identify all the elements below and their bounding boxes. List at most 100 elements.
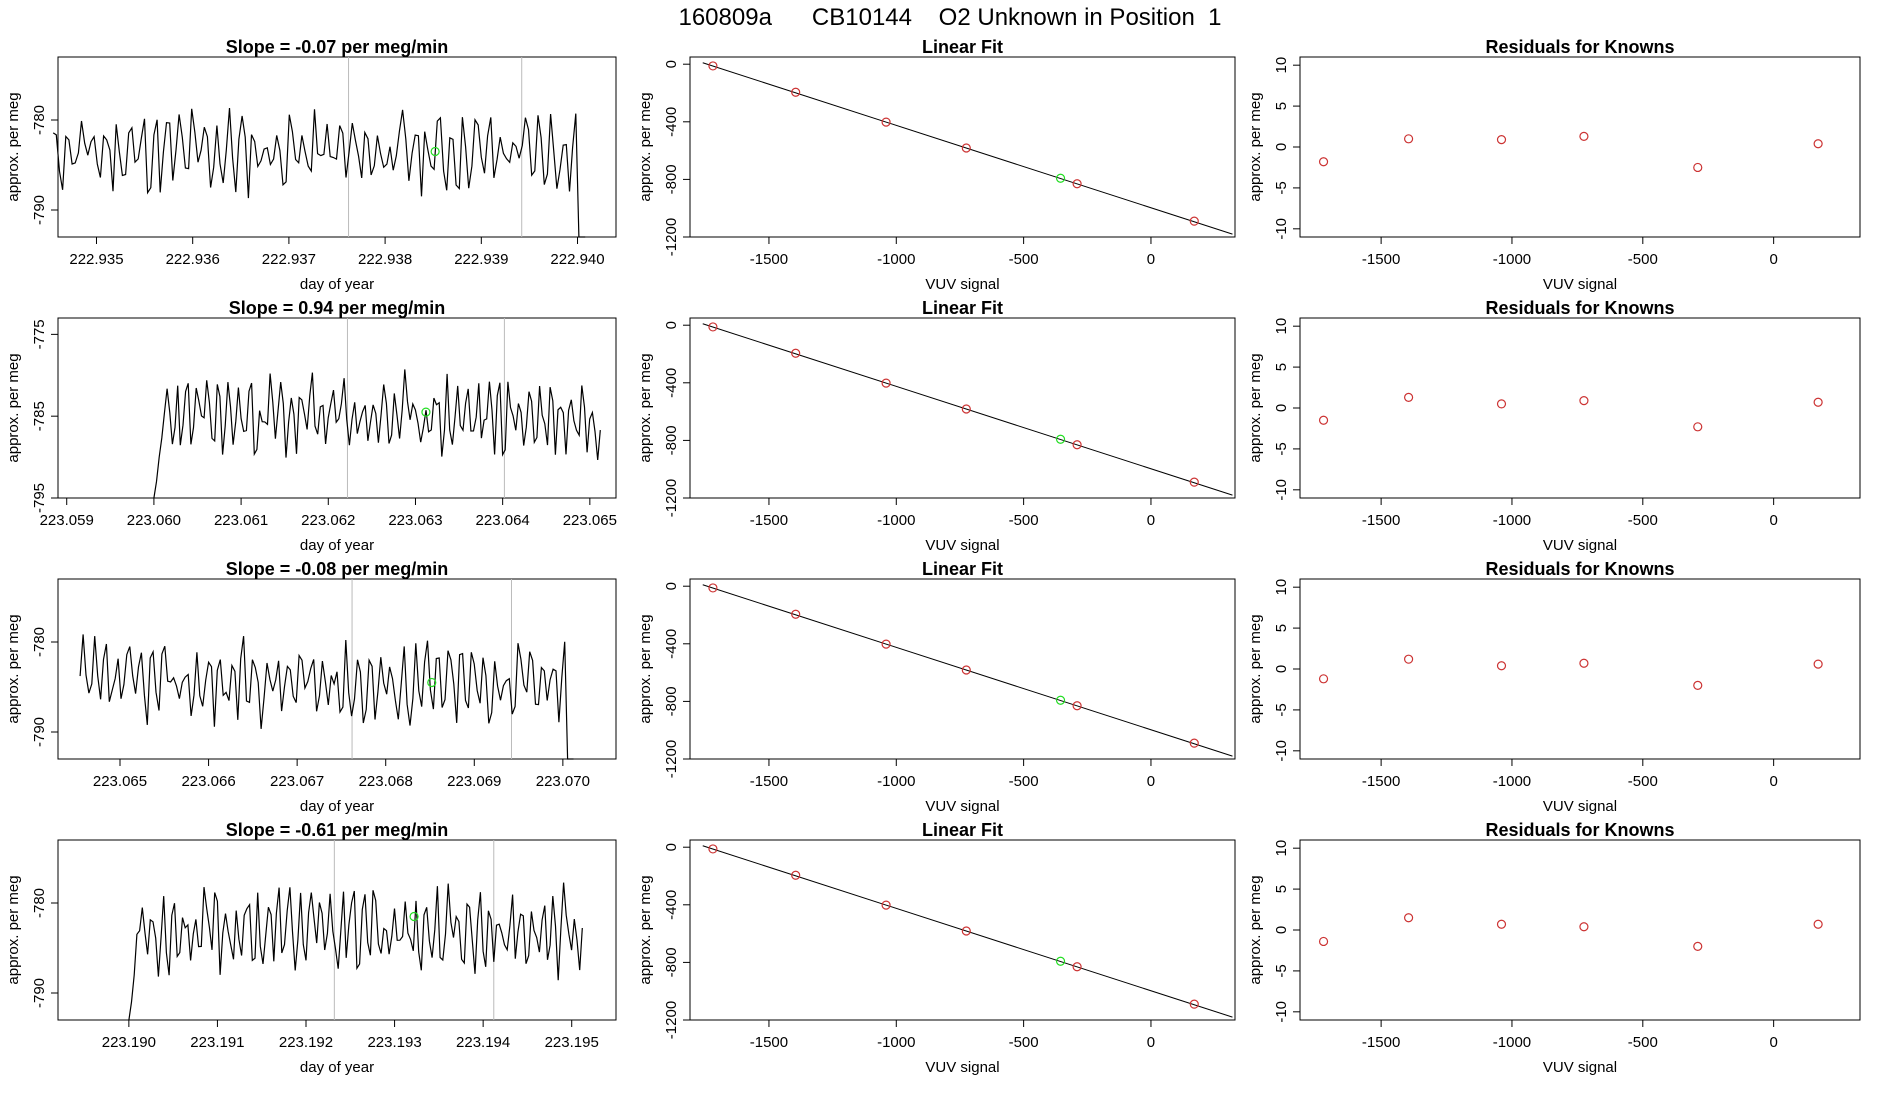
y-tick-label: -1200 [663, 1001, 680, 1039]
known-point [881, 639, 891, 649]
chart-panel: Residuals for Knowns VUV signal approx. pe… [1247, 37, 1861, 293]
y-tick-label: -10 [1273, 1001, 1290, 1023]
known-point [1072, 962, 1082, 972]
x-tick-label: 223.193 [367, 1034, 421, 1051]
y-tick-label: 10 [1273, 57, 1290, 74]
x-tick-label: 223.063 [388, 512, 442, 529]
x-tick-label: -500 [1628, 512, 1658, 529]
y-axis-label: approx. per meg [5, 614, 22, 723]
residual-point [1403, 134, 1414, 144]
x-tick-label: 223.059 [40, 512, 94, 529]
y-axis-label: approx. per meg [5, 353, 22, 462]
x-tick-label: -500 [1628, 1034, 1658, 1051]
chart-title: Slope = 0.94 per meg/min [229, 298, 446, 318]
data-trace [128, 882, 583, 1021]
x-tick-label: 0 [1769, 1034, 1777, 1051]
y-tick-label: 10 [1273, 318, 1290, 335]
known-point [1072, 440, 1082, 450]
residual-point [1496, 135, 1507, 145]
x-axis-label: day of year [300, 276, 374, 293]
residual-point [1813, 659, 1823, 669]
plot-frame [689, 578, 1236, 760]
residual-point [1579, 922, 1589, 932]
x-tick-label: -1500 [750, 251, 788, 268]
y-axis-label: approx. per meg [5, 92, 22, 201]
x-axis-label: VUV signal [1543, 1059, 1617, 1076]
y-tick-label: 0 [663, 843, 680, 851]
known-point [791, 87, 801, 97]
residual-point [1693, 680, 1703, 690]
residual-point [1403, 392, 1414, 402]
x-tick-label: 223.066 [181, 773, 235, 790]
y-tick-label: -775 [31, 319, 48, 349]
x-tick-label: -1500 [1362, 1034, 1400, 1051]
x-axis-label: VUV signal [1543, 276, 1617, 293]
known-point [961, 665, 971, 675]
known-point [791, 609, 801, 619]
y-tick-label: -780 [31, 105, 48, 135]
known-point [881, 117, 891, 127]
y-axis-label: approx. per meg [637, 92, 654, 201]
x-axis-label: VUV signal [1543, 537, 1617, 554]
x-tick-label: 0 [1147, 1034, 1155, 1051]
known-point [881, 378, 891, 388]
plot-frame [689, 56, 1236, 238]
x-tick-label: 223.067 [270, 773, 324, 790]
residual-point [1318, 157, 1329, 167]
y-tick-label: 5 [1273, 624, 1290, 632]
x-tick-label: 223.065 [93, 773, 147, 790]
residual-point [1813, 139, 1823, 149]
known-point [1189, 477, 1199, 487]
residual-point [1403, 654, 1414, 664]
residual-point [1403, 913, 1414, 923]
x-tick-label: 223.191 [190, 1034, 244, 1051]
plot-frame [689, 839, 1236, 1021]
residual-point [1496, 399, 1507, 409]
plot-frame [689, 317, 1236, 499]
x-tick-label: -1000 [877, 251, 915, 268]
known-point [1189, 738, 1199, 748]
data-trace [79, 634, 574, 760]
plot-frame [1299, 56, 1861, 238]
x-tick-label: 0 [1769, 773, 1777, 790]
x-tick-label: 223.195 [545, 1034, 599, 1051]
plot-frame [57, 317, 617, 499]
x-tick-label: -1500 [1362, 773, 1400, 790]
y-tick-label: 5 [1273, 885, 1290, 893]
x-tick-label: 223.065 [563, 512, 617, 529]
known-point [708, 61, 718, 71]
y-tick-label: -800 [663, 686, 680, 716]
y-tick-label: -10 [1273, 218, 1290, 240]
known-point [1189, 999, 1199, 1009]
known-point [708, 322, 718, 332]
residual-point [1693, 422, 1703, 432]
y-tick-label: -1200 [663, 218, 680, 256]
chart-panel: Linear Fit VUV signal approx. per meg -1500… [637, 820, 1236, 1076]
y-tick-label: 0 [1273, 143, 1290, 151]
known-point [961, 143, 971, 153]
y-tick-label: -400 [663, 629, 680, 659]
chart-title: Slope = -0.07 per meg/min [226, 37, 449, 57]
y-tick-label: -790 [31, 978, 48, 1008]
chart-title: Linear Fit [922, 298, 1003, 318]
x-tick-label: -500 [1009, 251, 1039, 268]
y-tick-label: -5 [1273, 442, 1290, 455]
unknown-point [1055, 434, 1066, 444]
y-axis-label: approx. per meg [1247, 353, 1264, 462]
chart-panel: Slope = 0.94 per meg/min day of year appro… [5, 298, 617, 554]
known-point [708, 583, 718, 593]
x-tick-label: -1000 [1493, 1034, 1531, 1051]
chart-panel: Slope = -0.07 per meg/min day of year appr… [5, 37, 617, 293]
x-axis-label: VUV signal [925, 798, 999, 815]
x-axis-label: VUV signal [925, 276, 999, 293]
x-axis-label: day of year [300, 1059, 374, 1076]
x-tick-label: -1000 [877, 1034, 915, 1051]
fit-line [702, 845, 1233, 1018]
x-tick-label: 223.069 [447, 773, 501, 790]
fit-line [702, 62, 1233, 235]
unknown-point [430, 146, 440, 157]
chart-title: Linear Fit [922, 820, 1003, 840]
y-tick-label: 0 [663, 582, 680, 590]
x-tick-label: 222.936 [166, 251, 220, 268]
chart-title: Residuals for Knowns [1485, 559, 1674, 579]
